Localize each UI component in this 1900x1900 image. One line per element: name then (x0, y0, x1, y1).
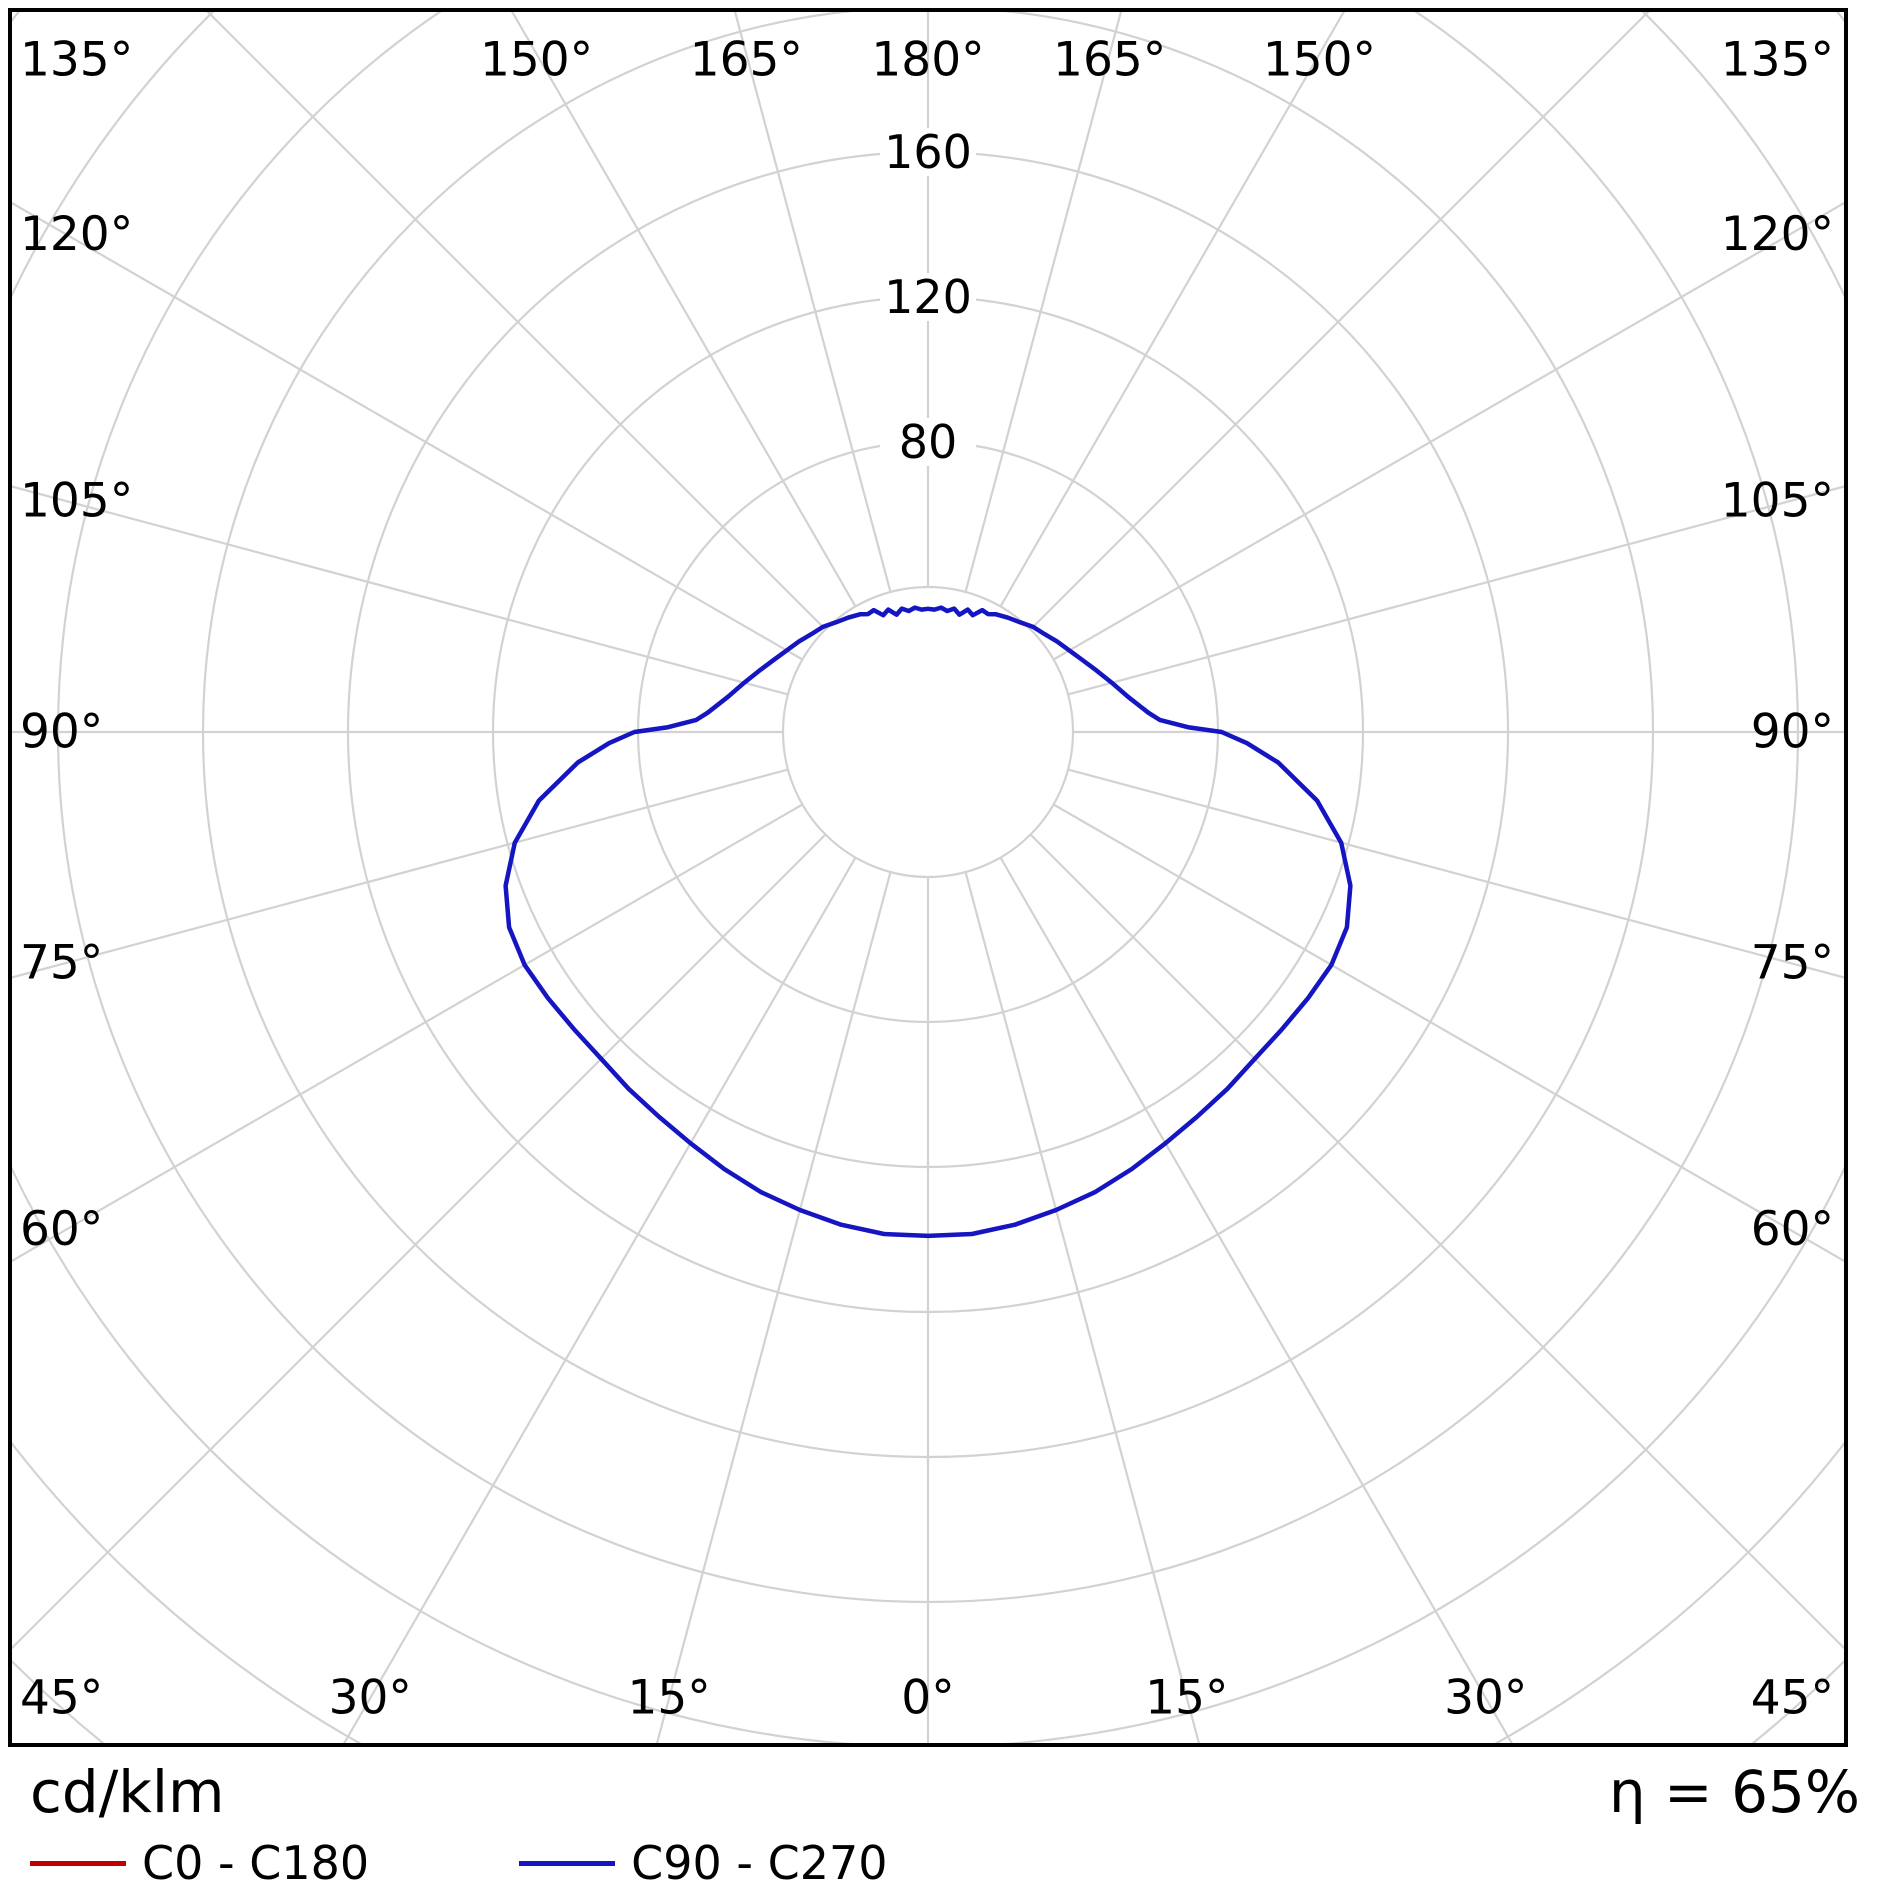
legend-item-c0-c180: C0 - C180 (30, 1836, 369, 1890)
legend-label-c0-c180: C0 - C180 (142, 1836, 370, 1890)
grid-spoke (999, 12, 1345, 607)
angle-label: 105° (1721, 474, 1834, 529)
units-label: cd/klm (30, 1758, 225, 1826)
tick-label-chip (880, 418, 976, 466)
grid-spoke (12, 803, 803, 1263)
angle-label: 165° (690, 33, 803, 88)
grid-spoke (964, 12, 1123, 593)
grid-spoke (1053, 803, 1844, 1263)
chart-frame (8, 8, 1848, 1747)
grid-spoke (12, 768, 789, 979)
angle-label: 150° (1263, 33, 1376, 88)
c0-c180-line-swatch (30, 1860, 126, 1866)
angle-label: 30° (329, 1671, 412, 1726)
grid-circle (12, 12, 1844, 1743)
grid-spoke (12, 201, 803, 661)
angle-label: 90° (1751, 705, 1834, 760)
grid-spoke (1067, 485, 1844, 696)
angle-label: 75° (20, 935, 103, 990)
c90-c270-line-swatch (519, 1860, 616, 1866)
angle-label: 90° (20, 705, 103, 760)
angle-label: 30° (1444, 1671, 1527, 1726)
grid-spoke (343, 857, 857, 1743)
curve-c90-c270 (503, 605, 1353, 1239)
grid-spoke (655, 871, 892, 1743)
angle-label: 120° (1721, 207, 1834, 262)
angle-label: 45° (20, 1671, 103, 1726)
tick-label-chip (880, 273, 976, 321)
tick-label-chip (880, 128, 976, 176)
angle-label: 150° (480, 33, 593, 88)
grid-spoke (1029, 12, 1650, 631)
angle-label: 0° (901, 1671, 954, 1726)
legend: C0 - C180 C90 - C270 (30, 1836, 888, 1890)
angle-label: 165° (1053, 33, 1166, 88)
legend-item-c90-c270: C90 - C270 (519, 1836, 888, 1890)
grid-spoke (1067, 768, 1844, 979)
angle-label: 15° (1145, 1671, 1228, 1726)
grid-spoke (511, 12, 857, 607)
angle-label: 135° (1721, 33, 1834, 88)
angle-label: 105° (20, 474, 133, 529)
grid-spoke (12, 485, 789, 696)
grid-spoke (206, 12, 827, 631)
legend-label-c90-c270: C90 - C270 (631, 1836, 888, 1890)
angle-label: 120° (20, 207, 133, 262)
angle-label: 180° (871, 33, 984, 88)
grid-spoke (1029, 833, 1844, 1650)
radial-tick-label: 160 (884, 125, 972, 179)
grid-circle (781, 585, 1075, 879)
grid-spoke (999, 857, 1513, 1743)
grid-spoke (964, 871, 1201, 1743)
angle-label: 45° (1751, 1671, 1834, 1726)
angle-label: 15° (628, 1671, 711, 1726)
grid-spoke (1053, 201, 1844, 661)
efficiency-label: η = 65% (1608, 1758, 1860, 1826)
radial-tick-label: 80 (899, 415, 958, 469)
angle-label: 60° (20, 1202, 103, 1257)
radial-tick-label: 120 (884, 270, 972, 324)
grid-spoke (12, 833, 827, 1650)
grid-spoke (733, 12, 892, 593)
angle-label: 75° (1751, 935, 1834, 990)
angle-label: 135° (20, 33, 133, 88)
angle-label: 60° (1751, 1202, 1834, 1257)
